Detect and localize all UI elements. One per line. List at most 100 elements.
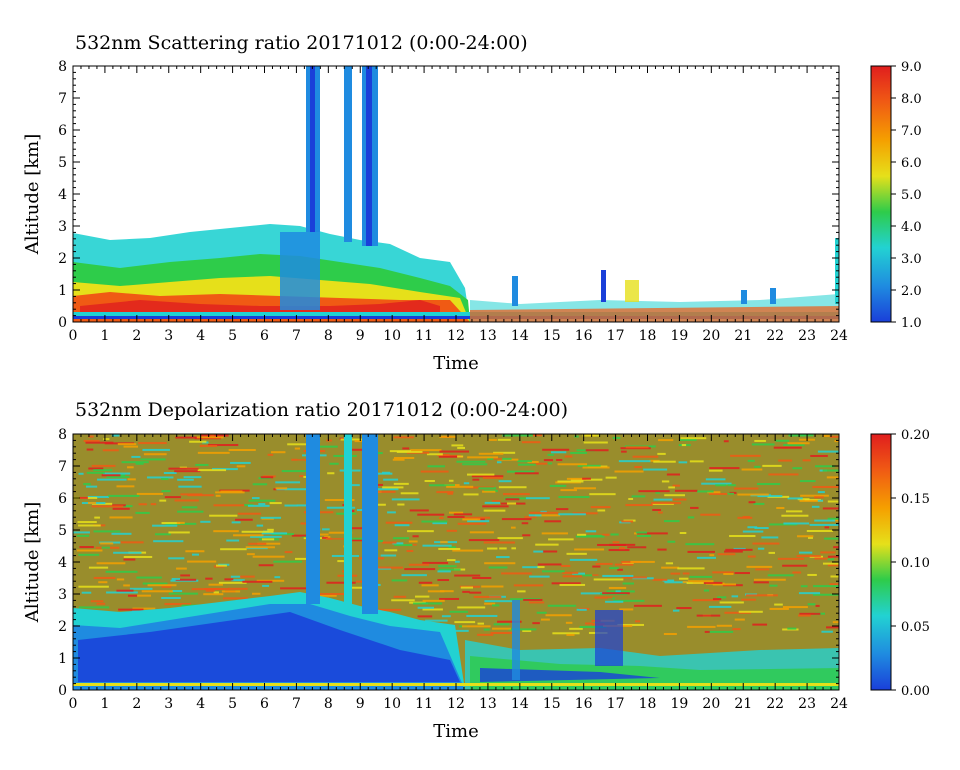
noise-stripe: [224, 578, 234, 581]
noise-stripe: [422, 608, 443, 611]
noise-stripe: [837, 477, 839, 480]
noise-stripe: [159, 499, 167, 502]
noise-stripe: [147, 476, 174, 479]
noise-stripe: [556, 458, 563, 461]
noise-stripe: [329, 462, 339, 465]
noise-stripe: [752, 623, 768, 626]
noise-stripe: [137, 594, 152, 597]
noise-stripe: [674, 489, 698, 492]
noise-stripe: [817, 491, 825, 494]
noise-stripe: [663, 633, 677, 636]
noise-stripe: [327, 472, 335, 475]
noise-stripe: [696, 556, 717, 559]
noise-stripe: [589, 493, 616, 496]
noise-stripe: [618, 547, 626, 550]
x-tick-label: 16: [575, 696, 593, 712]
noise-stripe: [597, 543, 626, 546]
noise-stripe: [573, 487, 596, 490]
depolarization-heatmap: [73, 434, 839, 690]
noise-stripe: [406, 549, 414, 552]
noise-stripe: [692, 599, 719, 602]
noise-stripe: [392, 542, 404, 545]
noise-stripe: [220, 490, 243, 493]
noise-stripe: [506, 470, 535, 473]
noise-stripe: [153, 540, 184, 543]
noise-stripe: [799, 551, 813, 554]
noise-stripe: [172, 590, 183, 593]
noise-stripe: [523, 598, 543, 601]
noise-stripe: [260, 476, 274, 479]
noise-stripe: [437, 579, 450, 582]
noise-stripe: [661, 566, 680, 569]
noise-stripe: [769, 523, 798, 526]
colorbar-tick-label: 0.20: [901, 428, 930, 443]
noise-stripe: [612, 541, 620, 544]
noise-stripe: [767, 574, 794, 577]
x-tick-label: 21: [734, 328, 752, 344]
noise-stripe: [809, 523, 839, 526]
y-tick-label: 7: [58, 459, 67, 475]
noise-stripe: [178, 485, 202, 488]
noise-stripe: [150, 503, 157, 506]
noise-stripe: [299, 475, 304, 478]
noise-stripe: [550, 451, 567, 454]
y-tick-label: 5: [58, 523, 67, 539]
noise-stripe: [700, 513, 721, 516]
noise-stripe: [734, 487, 759, 490]
noise-stripe: [248, 499, 276, 502]
noise-stripe: [687, 625, 716, 628]
noise-stripe: [108, 494, 140, 497]
y-tick-label: 6: [58, 491, 67, 507]
x-tick-label: 1: [100, 328, 109, 344]
noise-stripe: [798, 592, 821, 595]
noise-stripe: [501, 572, 532, 575]
noise-stripe: [176, 521, 185, 524]
x-tick-label: 4: [196, 328, 205, 344]
noise-stripe: [187, 560, 217, 563]
colorbar-tick-label: 8.0: [901, 92, 922, 107]
noise-stripe: [484, 501, 501, 504]
noise-stripe: [797, 498, 810, 501]
noise-stripe: [814, 496, 824, 499]
noise-stripe: [522, 629, 532, 632]
noise-stripe: [787, 497, 803, 500]
noise-stripe: [454, 560, 460, 563]
x-tick-label: 23: [798, 328, 816, 344]
noise-stripe: [517, 590, 526, 593]
noise-stripe: [376, 608, 402, 611]
noise-stripe: [322, 528, 330, 531]
noise-stripe: [454, 621, 476, 624]
noise-stripe: [78, 606, 110, 609]
noise-stripe: [287, 443, 313, 446]
noise-stripe: [462, 590, 470, 593]
noise-stripe: [747, 526, 758, 529]
noise-stripe: [340, 438, 372, 441]
noise-stripe: [429, 484, 455, 487]
noise-stripe: [734, 572, 750, 575]
noise-stripe: [608, 586, 627, 589]
y-tick-label: 3: [58, 587, 67, 603]
noise-stripe: [754, 439, 766, 442]
noise-stripe: [565, 621, 573, 624]
noise-stripe: [314, 445, 338, 448]
noise-stripe: [827, 558, 835, 561]
noise-stripe: [387, 511, 396, 514]
noise-stripe: [672, 609, 680, 612]
noise-stripe: [163, 471, 177, 474]
noise-stripe: [121, 461, 149, 464]
colorbar-tick-label: 7.0: [901, 124, 922, 139]
noise-stripe: [472, 478, 480, 481]
noise-stripe: [532, 622, 540, 625]
noise-stripe: [123, 555, 153, 558]
noise-stripe: [417, 615, 433, 618]
noise-stripe: [796, 555, 821, 558]
noise-stripe: [116, 578, 125, 581]
noise-stripe: [569, 627, 583, 630]
noise-stripe: [454, 574, 481, 577]
noise-stripe: [595, 562, 613, 565]
noise-stripe: [783, 444, 805, 447]
noise-stripe: [439, 597, 460, 600]
colorbar-tick-label: 6.0: [901, 156, 922, 171]
noise-stripe: [788, 434, 805, 437]
noise-stripe: [237, 512, 262, 515]
